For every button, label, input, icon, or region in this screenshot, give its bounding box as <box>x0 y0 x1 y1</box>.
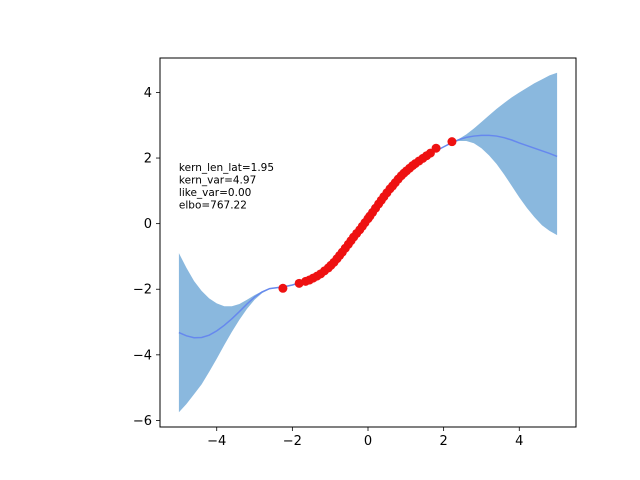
annotation-text: kern_len_lat=1.95kern_var=4.97like_var=0… <box>179 162 274 212</box>
axes-ticks: −4 −2 0 2 4 −6 −4 −2 0 2 4 <box>133 86 524 449</box>
plot-area <box>178 72 558 413</box>
annotation-line: kern_var=4.97 <box>179 175 256 187</box>
annotation-line: like_var=0.00 <box>179 187 251 199</box>
confidence-band <box>178 72 558 413</box>
x-tick-label: −2 <box>283 434 302 449</box>
x-tick-label: 0 <box>364 434 372 449</box>
observation-point <box>278 283 288 293</box>
y-tick-label: 2 <box>144 152 152 167</box>
y-tick-label: −2 <box>133 283 152 298</box>
observation-point <box>447 137 457 147</box>
observation-point <box>431 143 441 153</box>
x-tick-label: 2 <box>439 434 447 449</box>
x-tick-label: 4 <box>515 434 523 449</box>
y-tick-label: 4 <box>144 86 152 101</box>
y-tick-label: −6 <box>133 414 152 429</box>
x-tick-label: −4 <box>207 434 226 449</box>
annotation-line: kern_len_lat=1.95 <box>179 162 274 174</box>
annotation-line: elbo=767.22 <box>179 200 247 212</box>
y-tick-label: 0 <box>144 217 152 232</box>
y-tick-label: −4 <box>133 348 152 363</box>
